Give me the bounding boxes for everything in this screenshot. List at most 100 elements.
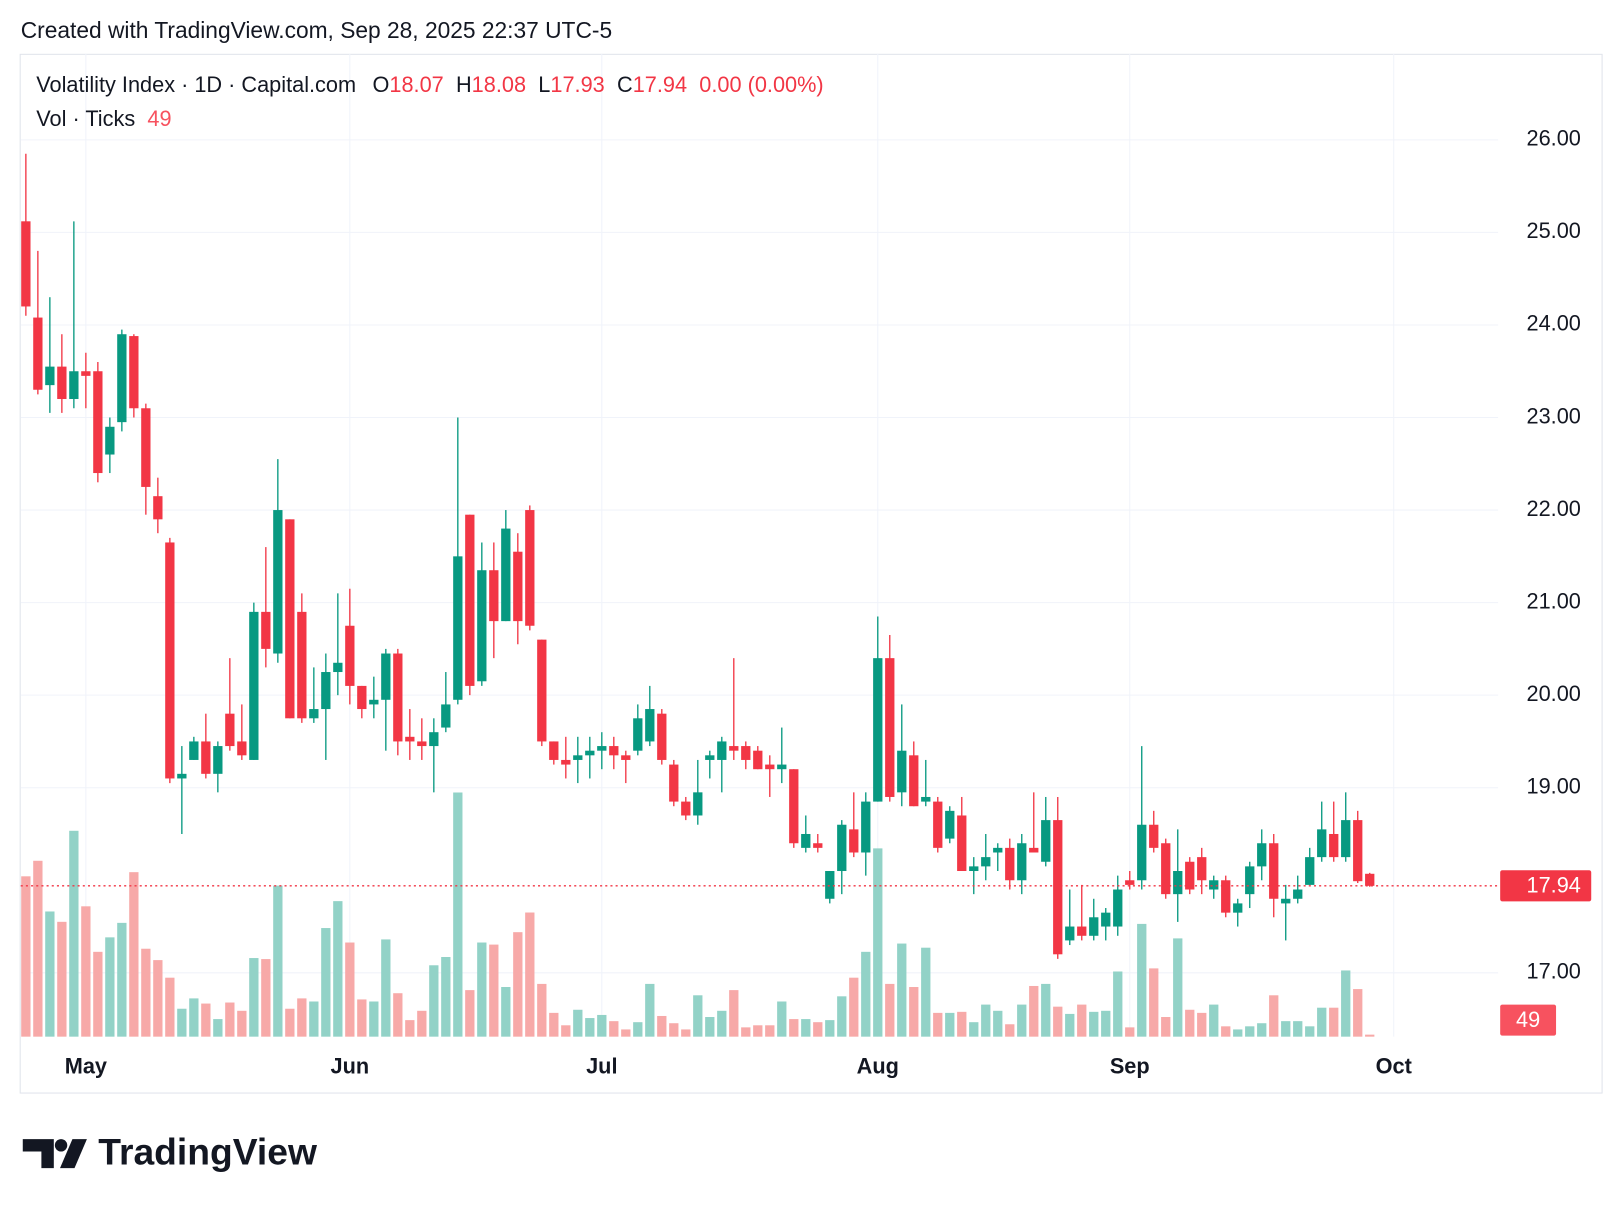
ohlc-value: 17.94	[633, 72, 687, 97]
ohlc-label: O	[372, 72, 389, 97]
last-volume-box	[1500, 1004, 1557, 1036]
volume-bar	[1113, 971, 1123, 1037]
ohlc-value: 18.08	[472, 72, 526, 97]
volume-bar	[993, 1010, 1003, 1037]
candle-body	[1209, 880, 1219, 890]
logo-shape	[22, 1139, 54, 1169]
candle-body	[1113, 889, 1123, 927]
volume-bar	[117, 922, 127, 1037]
chart-frame	[19, 53, 1603, 1094]
candle-body	[1329, 833, 1339, 858]
volume-bar	[405, 1020, 415, 1037]
candle-body	[1149, 824, 1159, 848]
candle-body	[537, 639, 547, 742]
candle-body	[369, 699, 379, 705]
candle-body	[105, 426, 115, 455]
volume-bar	[21, 876, 31, 1037]
volume-bar	[1209, 1004, 1219, 1037]
candle-body	[573, 755, 583, 760]
volume-bar	[237, 1010, 247, 1037]
candle-body	[1173, 871, 1183, 895]
volume-bar	[741, 1027, 751, 1037]
candle-body	[141, 408, 151, 487]
volume-bar	[957, 1011, 967, 1037]
volume-bar	[933, 1012, 943, 1037]
candle-body	[561, 759, 571, 765]
volume-bar	[1185, 1009, 1195, 1037]
candle-body	[321, 672, 331, 710]
volume-bar	[729, 990, 739, 1037]
candle-body	[825, 871, 835, 899]
volume-bar	[93, 951, 103, 1037]
candle-body	[1125, 880, 1135, 885]
candle-body	[93, 371, 103, 474]
volume-legend: Vol · Ticks 49	[36, 106, 171, 131]
candle-body	[333, 662, 343, 673]
candle-body	[297, 611, 307, 719]
volume-bar	[33, 860, 43, 1037]
volume-bar	[321, 928, 331, 1037]
volume-bar	[1101, 1010, 1111, 1037]
y-tick-label: 24.00	[1527, 311, 1581, 336]
candle-body	[441, 704, 451, 728]
x-tick-label: May	[65, 1053, 107, 1078]
volume-bar	[621, 1029, 631, 1037]
candle-body	[1281, 898, 1291, 904]
candle-body	[1185, 861, 1195, 890]
ohlc-value: 18.07	[389, 72, 443, 97]
candle-body	[633, 718, 643, 751]
brand-logo	[22, 1139, 87, 1169]
volume-bar	[789, 1019, 799, 1037]
candle-body	[945, 810, 955, 839]
candle-body	[849, 829, 859, 853]
candle-body	[237, 741, 247, 756]
candle-body	[477, 570, 487, 682]
volume-bar	[489, 944, 499, 1037]
volume-bar	[417, 1010, 427, 1037]
candle-body	[969, 866, 979, 872]
candle-body	[189, 741, 199, 760]
volume-bar	[717, 1010, 727, 1037]
volume-bar	[1317, 1007, 1327, 1037]
volume-bar	[45, 911, 55, 1037]
volume-bar	[465, 990, 475, 1037]
volume-bar	[1041, 983, 1051, 1037]
candle-body	[225, 713, 235, 747]
candle-body	[981, 857, 991, 867]
candle-body	[597, 746, 607, 751]
candle-body	[1161, 843, 1171, 895]
volume-bar	[273, 885, 283, 1037]
candle-body	[1137, 824, 1147, 881]
volume-bar	[765, 1025, 775, 1037]
volume-bar	[105, 937, 115, 1037]
candle-body	[357, 685, 367, 710]
symbol-title: Volatility Index · 1D · Capital.com	[36, 72, 356, 97]
volume-bar	[885, 983, 895, 1037]
candle-body	[1089, 917, 1099, 936]
change: 0.00 (0.00%)	[699, 72, 823, 97]
volume-bar	[369, 1001, 379, 1037]
candle-body	[669, 764, 679, 802]
volume-bar	[1077, 1004, 1087, 1037]
candle-body	[1053, 820, 1063, 955]
candle-body	[69, 371, 79, 400]
volume-bar	[1221, 1026, 1231, 1037]
candle-body	[1101, 912, 1111, 927]
logo-shape	[54, 1139, 68, 1152]
candle-body	[609, 746, 619, 756]
volume-bar	[225, 1002, 235, 1037]
x-tick-label: Oct	[1376, 1053, 1412, 1078]
volume-bar	[249, 958, 259, 1037]
candle-body	[813, 843, 823, 848]
candle-body	[657, 713, 667, 760]
x-tick-label: Jun	[331, 1053, 370, 1078]
candle-body	[1197, 857, 1207, 881]
candle-body	[45, 366, 55, 386]
volume-bar	[513, 932, 523, 1037]
candle-body	[1269, 843, 1279, 899]
volume-bar	[1197, 1012, 1207, 1037]
candle-body	[1005, 847, 1015, 881]
volume-bar	[585, 1018, 595, 1037]
axes: 17.00 19.00 20.00 21.00 22.00 23.00 24.00 25.00…	[20, 126, 1592, 1078]
